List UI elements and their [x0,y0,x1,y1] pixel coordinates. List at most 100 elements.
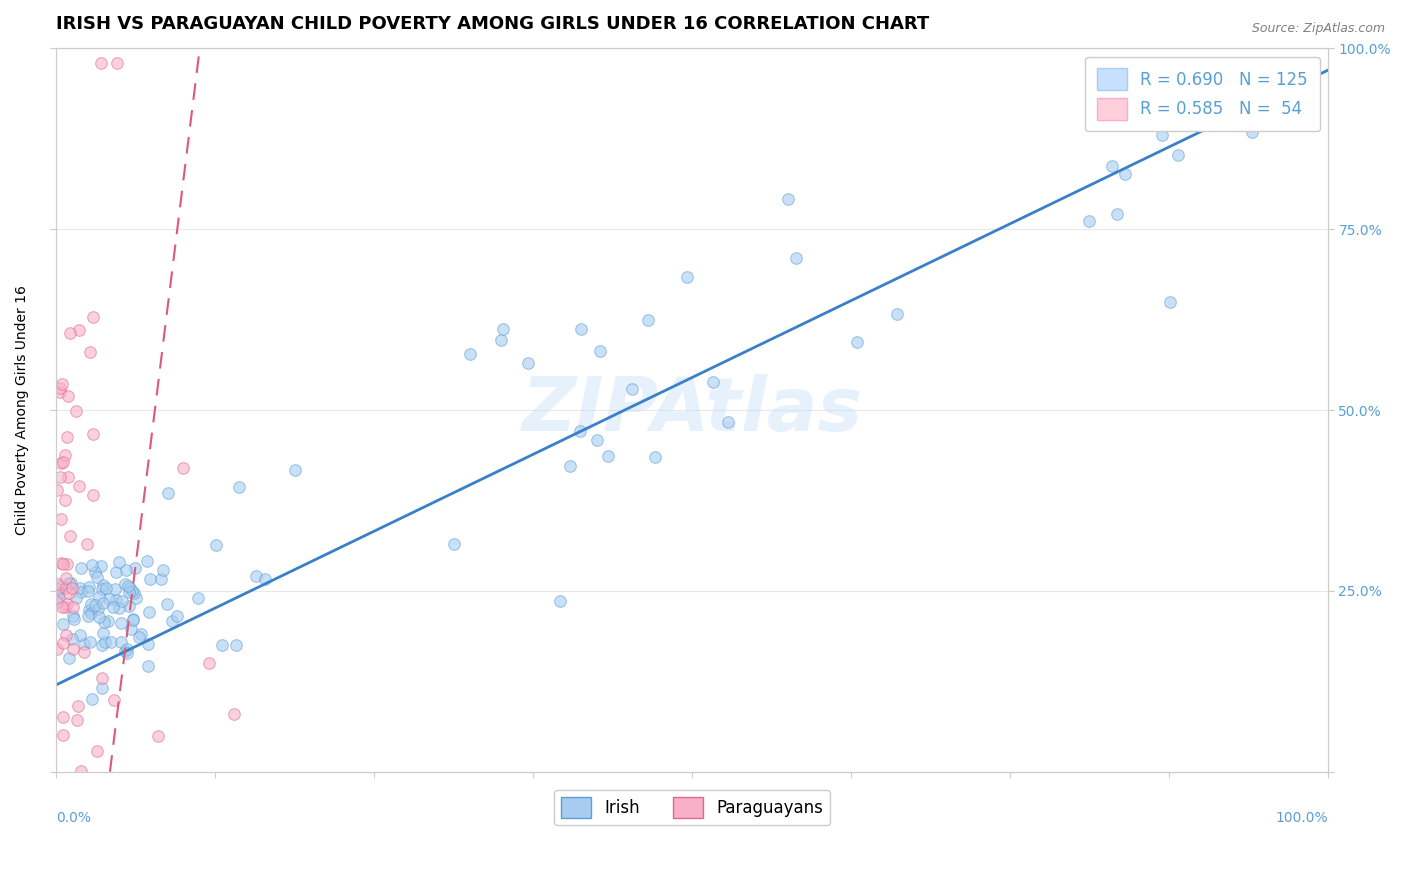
Point [785,252,807,266]
Point [569,424,592,438]
Point [46,483,69,497]
Point [110,635,132,649]
Point [197,657,219,671]
Point [124,560,146,574]
Point [55,597,77,611]
Point [56,470,79,484]
Point [93,578,115,592]
Point [118,599,141,613]
Point [76,537,98,551]
Point [100,635,122,649]
Point [702,376,724,390]
Point [675,269,697,284]
Point [60,632,83,647]
Point [886,306,908,320]
Point [66,713,89,727]
Point [52,710,75,724]
Point [70,585,93,599]
Point [162,614,184,628]
Point [136,659,159,673]
Point [117,646,139,660]
Point [115,641,138,656]
Point [139,572,162,586]
Point [224,706,246,721]
Point [121,584,143,599]
Point [62,609,84,624]
Point [150,572,173,586]
Point [67,698,90,713]
Point [58,576,80,591]
Point [637,313,659,327]
Point [1199,114,1222,128]
Point [60,576,83,591]
Point [51,376,73,391]
Point [48,591,70,605]
Point [548,593,571,607]
Point [122,612,145,626]
Point [51,556,73,570]
Point [52,728,75,742]
Point [51,599,73,614]
Point [87,610,110,624]
Point [63,612,86,626]
Point [52,617,75,632]
Text: IRISH VS PARAGUAYAN CHILD POVERTY AMONG GIRLS UNDER 16 CORRELATION CHART: IRISH VS PARAGUAYAN CHILD POVERTY AMONG … [56,15,929,33]
Point [89,590,111,604]
Point [1159,294,1181,309]
Point [53,493,76,508]
Point [70,764,93,778]
Point [82,427,104,442]
Point [111,594,134,608]
Point [152,563,174,577]
Point [644,450,666,464]
Point [120,581,142,595]
Point [49,381,72,395]
Point [86,743,108,757]
Point [76,609,98,624]
Point [110,615,132,630]
Point [52,455,75,469]
Point [245,569,267,583]
Point [1239,56,1261,70]
Point [59,326,82,340]
Point [108,555,131,569]
Point [80,606,103,620]
Point [94,634,117,648]
Point [77,580,100,594]
Point [187,591,209,606]
Point [79,345,101,359]
Point [84,598,107,612]
Point [76,583,98,598]
Point [103,693,125,707]
Point [46,641,69,656]
Point [491,321,513,335]
Point [46,582,69,596]
Point [104,565,127,579]
Point [53,448,76,462]
Point [48,586,70,600]
Point [87,601,110,615]
Point [82,488,104,502]
Point [569,322,592,336]
Point [80,692,103,706]
Point [114,643,136,657]
Point [146,729,169,743]
Point [172,461,194,475]
Point [55,628,77,642]
Point [136,637,159,651]
Point [91,639,114,653]
Point [58,389,80,403]
Point [156,597,179,611]
Point [717,416,740,430]
Point [73,637,96,651]
Point [97,614,120,628]
Point [55,581,77,595]
Point [131,627,153,641]
Point [560,458,582,473]
Text: 100.0%: 100.0% [1275,812,1327,825]
Point [1080,70,1102,84]
Point [124,586,146,600]
Point [108,601,131,615]
Point [52,557,75,571]
Point [1241,125,1264,139]
